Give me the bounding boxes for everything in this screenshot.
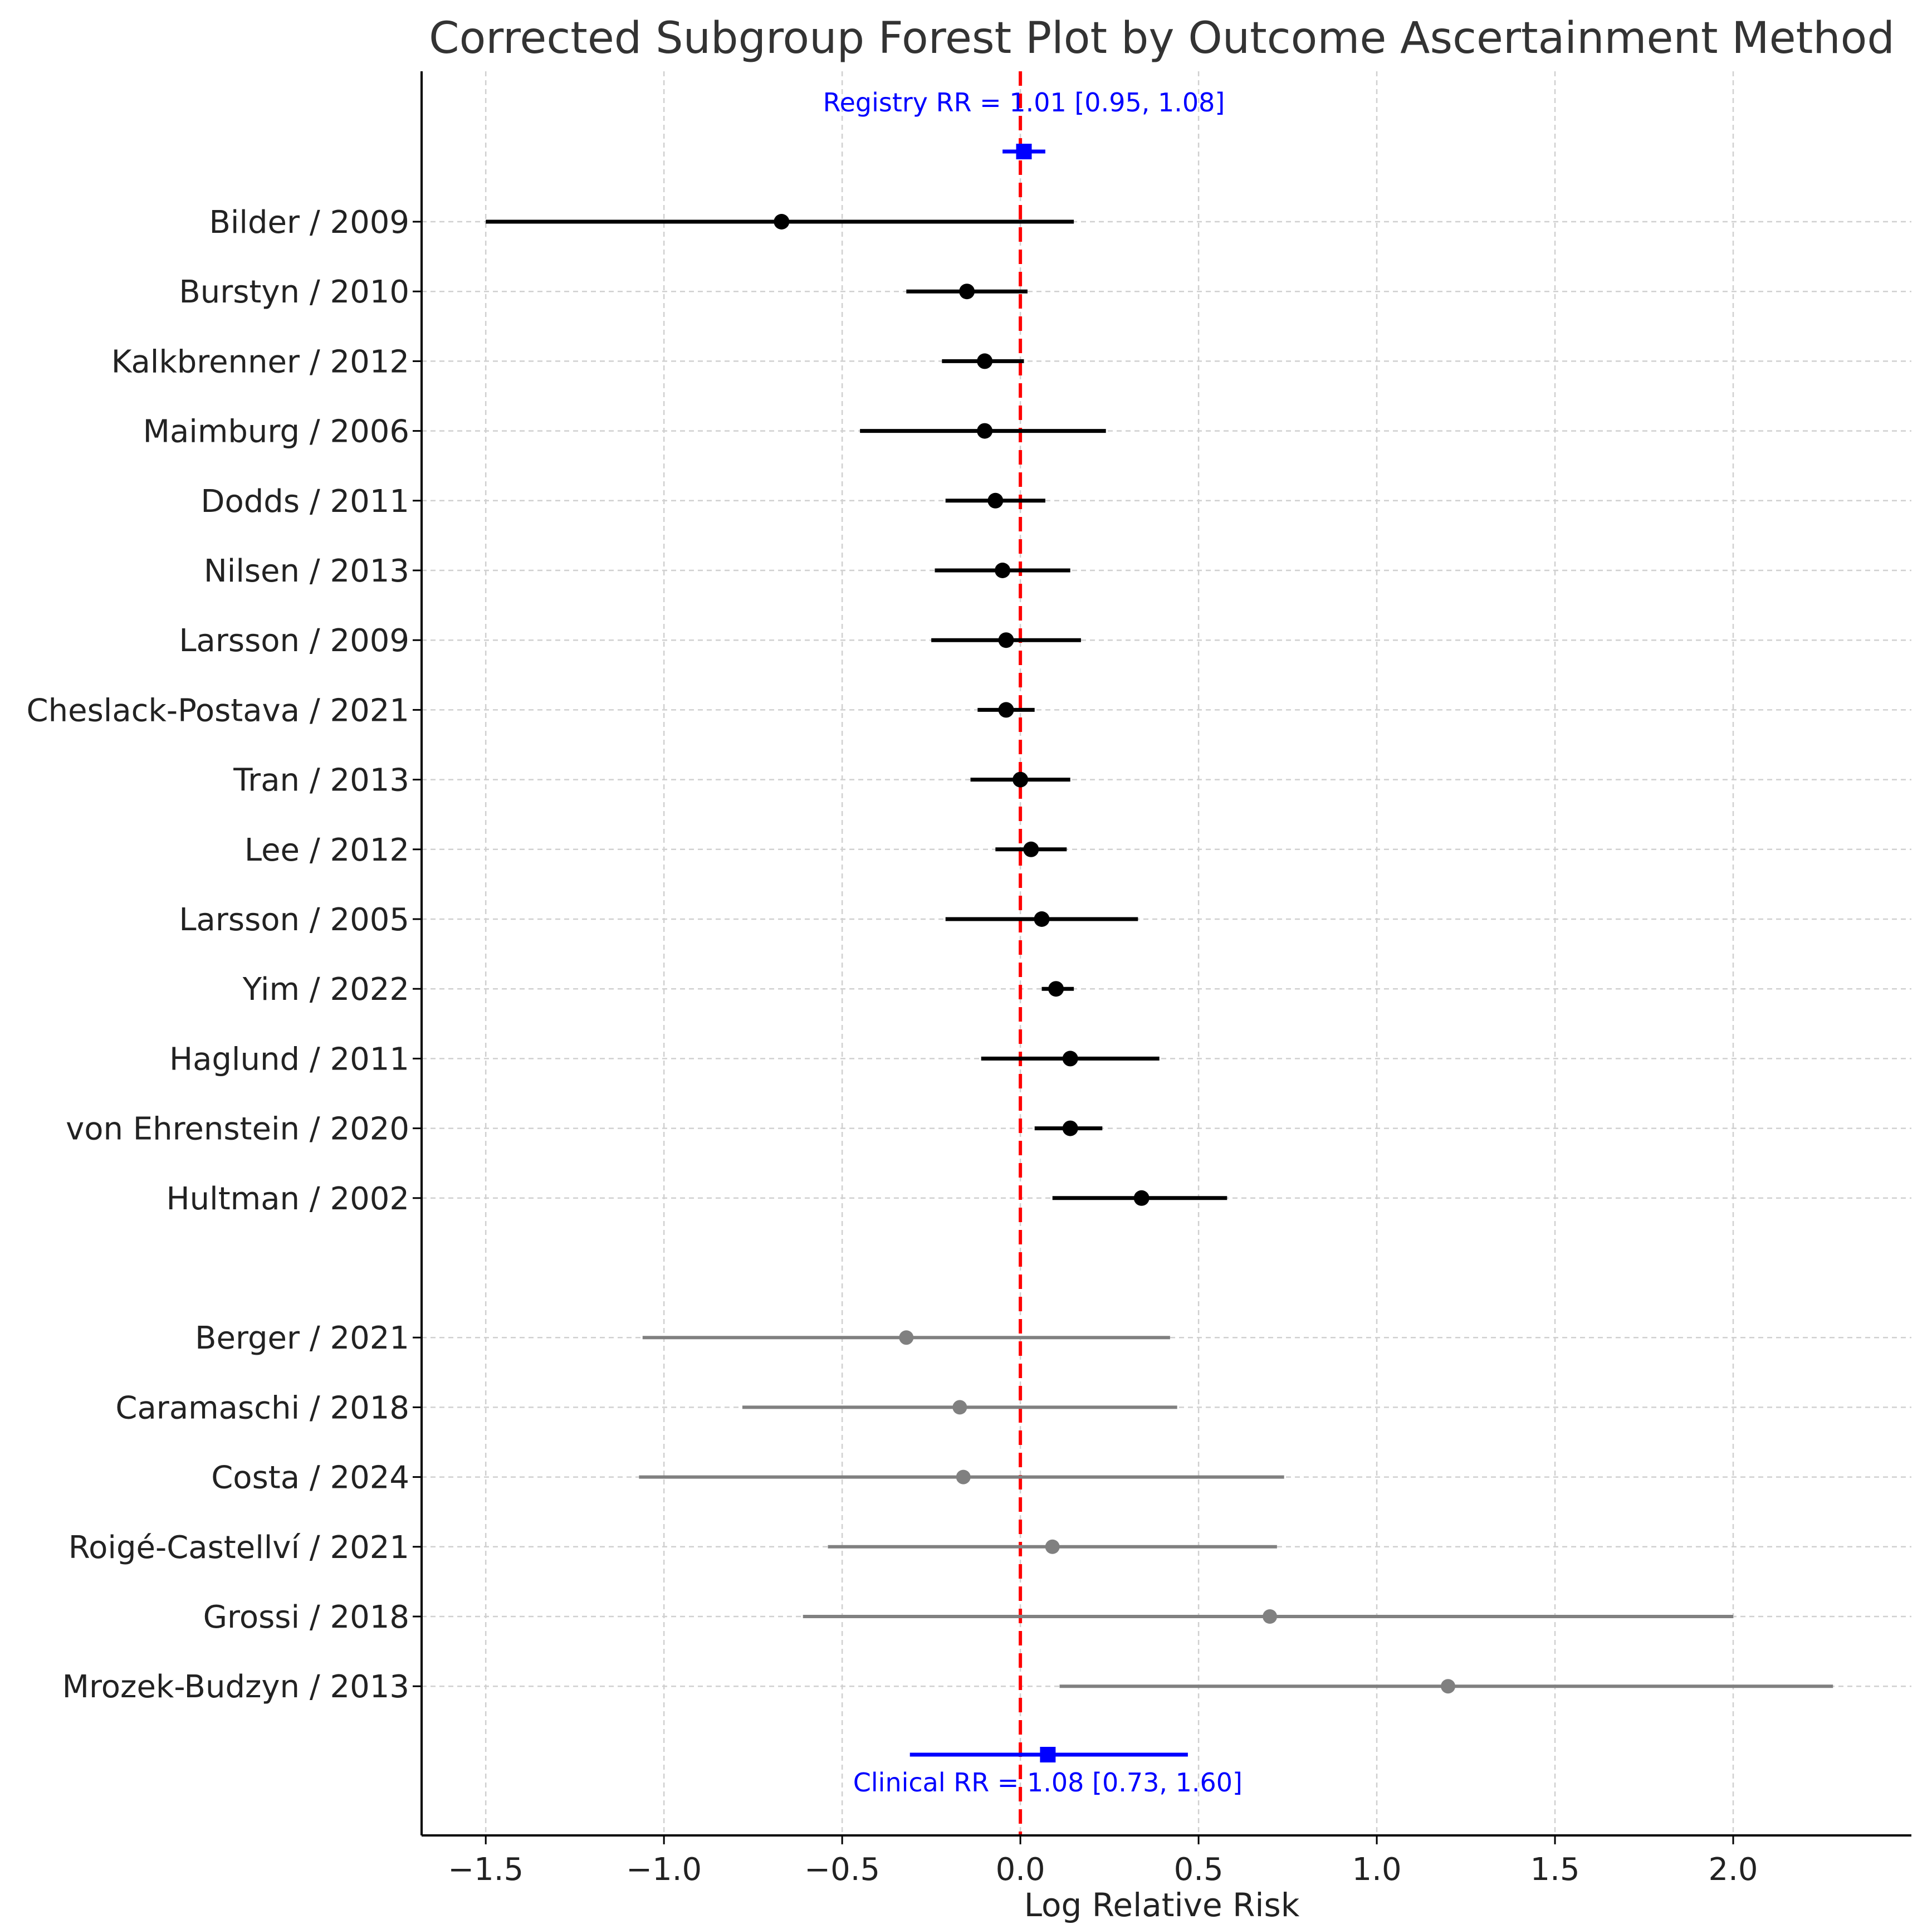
point-estimate bbox=[1034, 911, 1050, 927]
point-estimate bbox=[1023, 841, 1039, 857]
point-estimate bbox=[998, 702, 1014, 718]
point-estimate bbox=[977, 423, 993, 439]
point-estimate bbox=[995, 563, 1011, 578]
y-tick-label: Tran / 2013 bbox=[233, 763, 409, 799]
y-tick-label: Costa / 2024 bbox=[211, 1460, 409, 1496]
y-tick-label: Lee / 2012 bbox=[244, 832, 409, 868]
y-tick-label: Kalkbrenner / 2012 bbox=[111, 344, 409, 380]
x-tick-label: −0.5 bbox=[804, 1852, 880, 1888]
point-estimate bbox=[1013, 771, 1029, 788]
point-estimate bbox=[1045, 1539, 1060, 1554]
y-tick-label: Maimburg / 2006 bbox=[143, 414, 409, 450]
y-tick-label: von Ehrenstein / 2020 bbox=[66, 1111, 409, 1147]
point-estimate bbox=[1133, 1190, 1150, 1206]
chart-title: Corrected Subgroup Forest Plot by Outcom… bbox=[429, 13, 1895, 64]
study-markers bbox=[486, 214, 1833, 1694]
x-tick-label: 1.0 bbox=[1352, 1852, 1402, 1888]
y-tick-label: Yim / 2022 bbox=[242, 971, 409, 1008]
x-tick-label: −1.0 bbox=[626, 1852, 702, 1888]
x-tick-label: −1.5 bbox=[448, 1852, 524, 1888]
y-tick-label: Berger / 2021 bbox=[195, 1320, 409, 1356]
point-estimate bbox=[987, 492, 1004, 509]
point-estimate bbox=[959, 284, 975, 300]
y-tick-label: Mrozek-Budzyn / 2013 bbox=[62, 1669, 409, 1705]
point-estimate bbox=[952, 1400, 967, 1415]
point-estimate bbox=[1263, 1609, 1278, 1624]
y-tick-label: Nilsen / 2013 bbox=[204, 553, 409, 589]
x-tick-label: 1.5 bbox=[1530, 1852, 1580, 1888]
y-tick-label: Caramaschi / 2018 bbox=[115, 1390, 409, 1426]
summary-markers: Registry RR = 1.01 [0.95, 1.08] Clinical … bbox=[823, 87, 1243, 1798]
y-tick-label: Grossi / 2018 bbox=[203, 1599, 409, 1635]
point-estimate bbox=[774, 214, 790, 229]
pooled-label: Registry RR = 1.01 [0.95, 1.08] bbox=[823, 87, 1225, 118]
pooled-estimate-square bbox=[1016, 144, 1032, 159]
y-tick-label: Roigé-Castellví / 2021 bbox=[69, 1530, 409, 1566]
y-tick-label: Burstyn / 2010 bbox=[179, 274, 409, 310]
y-tick-label: Haglund / 2011 bbox=[169, 1041, 409, 1077]
point-estimate bbox=[1441, 1679, 1456, 1694]
point-estimate bbox=[1062, 1051, 1078, 1067]
pooled-label: Clinical RR = 1.08 [0.73, 1.60] bbox=[853, 1767, 1243, 1798]
point-estimate bbox=[998, 632, 1014, 648]
y-tick-label: Bilder / 2009 bbox=[209, 204, 409, 241]
axes: Bilder / 2009 Burstyn / 2010 Kalkbrenner /… bbox=[27, 71, 1911, 1888]
x-axis-label: Log Relative Risk bbox=[1024, 1886, 1300, 1924]
y-tick-label: Hultman / 2002 bbox=[167, 1181, 409, 1217]
y-tick-label: Larsson / 2005 bbox=[179, 902, 409, 938]
y-tick-label: Dodds / 2011 bbox=[200, 484, 409, 520]
point-estimate bbox=[1048, 981, 1064, 997]
y-tick-label: Cheslack-Postava / 2021 bbox=[27, 692, 409, 729]
point-estimate bbox=[977, 353, 993, 369]
point-estimate bbox=[956, 1469, 971, 1484]
grid-lines bbox=[422, 71, 1911, 1835]
x-tick-label: 2.0 bbox=[1708, 1852, 1758, 1888]
x-tick-label: 0.5 bbox=[1174, 1852, 1224, 1888]
point-estimate bbox=[1062, 1120, 1078, 1136]
y-tick-label: Larsson / 2009 bbox=[179, 623, 409, 659]
pooled-estimate-square bbox=[1040, 1747, 1056, 1762]
point-estimate bbox=[899, 1330, 914, 1345]
x-tick-label: 0.0 bbox=[996, 1852, 1045, 1888]
